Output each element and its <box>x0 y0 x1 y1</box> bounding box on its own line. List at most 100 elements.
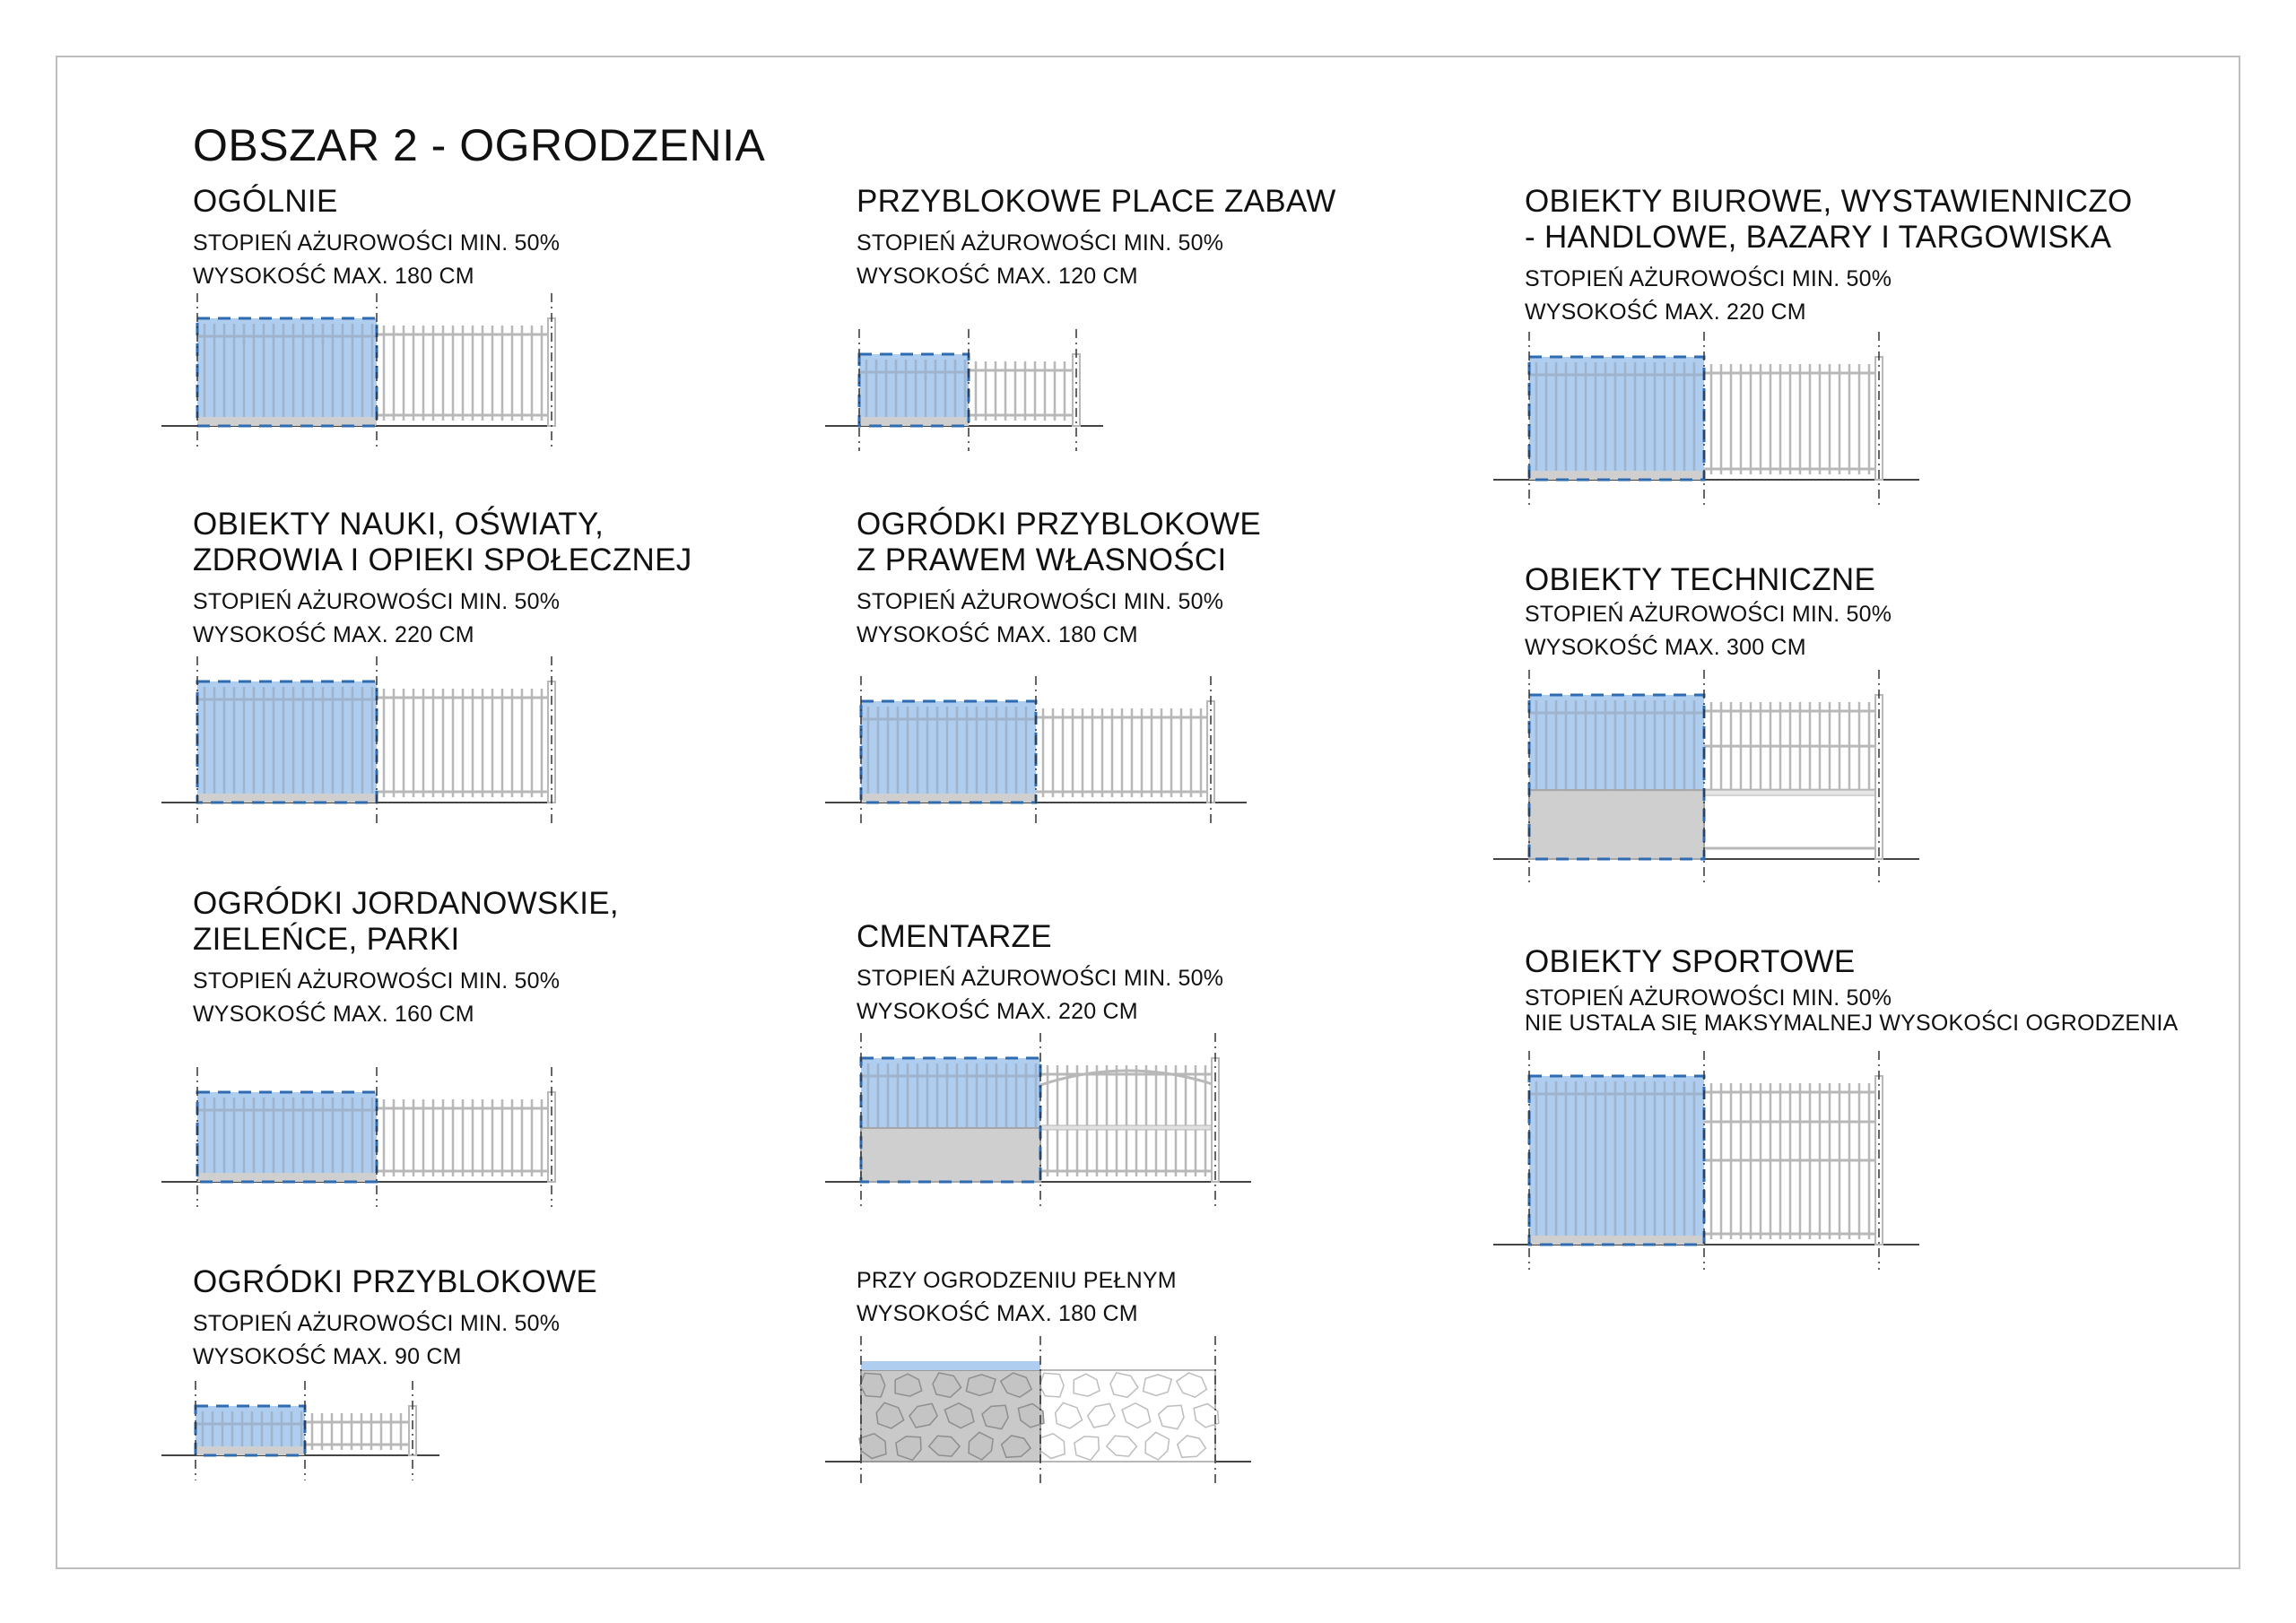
section-place-zabaw: PRZYBLOKOWE PLACE ZABAW STOPIEŃ AŻUROWOŚ… <box>857 184 1336 293</box>
section-pelne: PRZY OGRODZENIU PEŁNYM WYSOKOŚĆ MAX. 180… <box>857 1264 1177 1331</box>
highlight-strip <box>861 1361 1040 1370</box>
heading-line: PRZYBLOKOWE PLACE ZABAW <box>857 184 1336 219</box>
openness-text: STOPIEŃ AŻUROWOŚCI MIN. 50% <box>857 230 1224 256</box>
height-text: WYSOKOŚĆ MAX. 180 CM <box>193 264 474 289</box>
openness-text: STOPIEŃ AŻUROWOŚCI MIN. 50% <box>1525 985 1892 1011</box>
section-heading: OBIEKTY TECHNICZNE <box>1525 562 1892 598</box>
fence-base-strip <box>859 417 969 426</box>
stone-shape <box>1073 1373 1100 1397</box>
fence-base-strip <box>197 794 377 803</box>
openness-highlight <box>859 354 969 426</box>
fence-base-strip <box>1529 471 1704 480</box>
stone-shape <box>894 1373 923 1397</box>
fence-base-strip <box>197 417 377 426</box>
stone-shape <box>1176 1435 1207 1459</box>
fence-base-strip <box>1529 1236 1704 1245</box>
stone-shape <box>981 1404 1009 1430</box>
heading-line: OBIEKTY SPORTOWE <box>1525 944 1856 979</box>
height-text: WYSOKOŚĆ MAX. 90 CM <box>193 1344 462 1369</box>
section-heading: CMENTARZE <box>857 919 1223 955</box>
drawing-frame <box>56 56 2240 1569</box>
openness-text: STOPIEŃ AŻUROWOŚCI MIN. 50% <box>1525 602 1892 627</box>
fence-arch <box>1039 1069 1216 1087</box>
fence-post <box>1874 1075 1883 1245</box>
solid-fence-text: PRZY OGRODZENIU PEŁNYM <box>857 1268 1177 1293</box>
section-ogrodki-wlasnosc: OGRÓDKI PRZYBLOKOWE Z PRAWEM WŁASNOŚCI S… <box>857 507 1261 652</box>
openness-text: STOPIEŃ AŻUROWOŚCI MIN. 50% <box>857 966 1224 991</box>
stone-shape <box>1175 1372 1208 1399</box>
stone-shape <box>1017 1402 1045 1428</box>
openness-highlight <box>197 1092 377 1182</box>
height-text: WYSOKOŚĆ MAX. 220 CM <box>193 622 474 647</box>
openness-text: STOPIEŃ AŻUROWOŚCI MIN. 50% <box>193 230 561 256</box>
stone-shape <box>1074 1436 1100 1462</box>
height-text: WYSOKOŚĆ MAX. 220 CM <box>857 999 1138 1024</box>
stone-shape <box>859 1372 886 1398</box>
section-heading: OGRÓDKI JORDANOWSKIE, ZIELEŃCE, PARKI <box>193 886 619 958</box>
stone-shape <box>1144 1431 1170 1461</box>
dashed-highlight-border <box>196 1090 378 1184</box>
fence-base-strip <box>196 1446 305 1455</box>
stone-shape <box>1109 1372 1139 1399</box>
stone-shape <box>1086 1402 1116 1428</box>
stone-shape <box>944 1402 975 1429</box>
section-techniczne: OBIEKTY TECHNICZNE STOPIEŃ AŻUROWOŚCI MI… <box>1525 562 1892 664</box>
stone-wall-dark <box>858 1372 1045 1462</box>
stone-shape <box>858 1432 887 1460</box>
heading-line: OGRÓDKI PRZYBLOKOWE <box>857 507 1262 542</box>
section-jordanowskie: OGRÓDKI JORDANOWSKIE, ZIELEŃCE, PARKI ST… <box>193 886 619 1031</box>
stone-shape <box>1157 1404 1185 1430</box>
height-text: WYSOKOŚĆ MAX. 300 CM <box>1525 635 1806 660</box>
height-text: WYSOKOŚĆ MAX. 180 CM <box>857 1301 1138 1326</box>
section-heading: PRZYBLOKOWE PLACE ZABAW <box>857 184 1336 220</box>
stone-shape <box>1105 1435 1138 1457</box>
openness-text: STOPIEŃ AŻUROWOŚCI MIN. 50% <box>193 589 561 614</box>
stone-shape <box>1000 1435 1032 1459</box>
section-ogolnie: OGÓLNIE STOPIEŃ AŻUROWOŚCI MIN. 50% WYSO… <box>193 184 560 293</box>
openness-text: STOPIEŃ AŻUROWOŚCI MIN. 50% <box>193 1311 561 1336</box>
stone-shape <box>968 1431 995 1461</box>
section-nauki: OBIEKTY NAUKI, OŚWIATY, ZDROWIA I OPIEKI… <box>193 507 692 652</box>
heading-line: OBIEKTY BIUROWE, WYSTAWIENNICZO <box>1525 184 2133 219</box>
stone-shape <box>1054 1402 1083 1429</box>
stone-shape <box>1142 1374 1173 1397</box>
stone-shape <box>965 1374 996 1397</box>
heading-line: ZIELEŃCE, PARKI <box>193 922 460 957</box>
height-text: NIE USTALA SIĘ MAKSYMALNEJ WYSOKOŚCI OGR… <box>1525 1011 2179 1036</box>
stone-shape <box>1121 1402 1152 1429</box>
height-text: WYSOKOŚĆ MAX. 120 CM <box>857 264 1138 289</box>
section-ogrodki: OGRÓDKI PRZYBLOKOWE STOPIEŃ AŻUROWOŚCI M… <box>193 1264 597 1374</box>
heading-line: - HANDLOWE, BAZARY I TARGOWISKA <box>1525 220 2112 255</box>
openness-text: STOPIEŃ AŻUROWOŚCI MIN. 50% <box>857 589 1224 614</box>
section-biurowe: OBIEKTY BIUROWE, WYSTAWIENNICZO - HANDLO… <box>1525 184 2133 329</box>
openness-highlight <box>861 1058 1040 1128</box>
heading-line: OBIEKTY TECHNICZNE <box>1525 562 1876 597</box>
dashed-highlight-border <box>1527 1074 1706 1246</box>
stone-shape <box>927 1435 961 1457</box>
dashed-highlight-border <box>194 1404 307 1457</box>
height-text: WYSOKOŚĆ MAX. 180 CM <box>857 622 1138 647</box>
fence-base-strip <box>861 794 1036 803</box>
section-heading: OGÓLNIE <box>193 184 560 220</box>
page-title: OBSZAR 2 - OGRODZENIA <box>193 120 766 170</box>
stone-shape <box>999 1372 1033 1399</box>
height-text: WYSOKOŚĆ MAX. 220 CM <box>1525 299 1806 325</box>
heading-line: OGRÓDKI JORDANOWSKIE, <box>193 886 619 921</box>
stone-shape <box>909 1402 938 1428</box>
section-heading: OGRÓDKI PRZYBLOKOWE <box>193 1264 597 1300</box>
stone-shape <box>895 1436 922 1462</box>
openness-text: STOPIEŃ AŻUROWOŚCI MIN. 50% <box>193 968 561 994</box>
heading-line: OGÓLNIE <box>193 184 338 219</box>
stone-shape <box>875 1402 905 1429</box>
section-cmentarze: CMENTARZE STOPIEŃ AŻUROWOŚCI MIN. 50% WY… <box>857 919 1223 1028</box>
section-heading: OGRÓDKI PRZYBLOKOWE Z PRAWEM WŁASNOŚCI <box>857 507 1261 578</box>
section-heading: OBIEKTY SPORTOWE <box>1525 944 2179 980</box>
